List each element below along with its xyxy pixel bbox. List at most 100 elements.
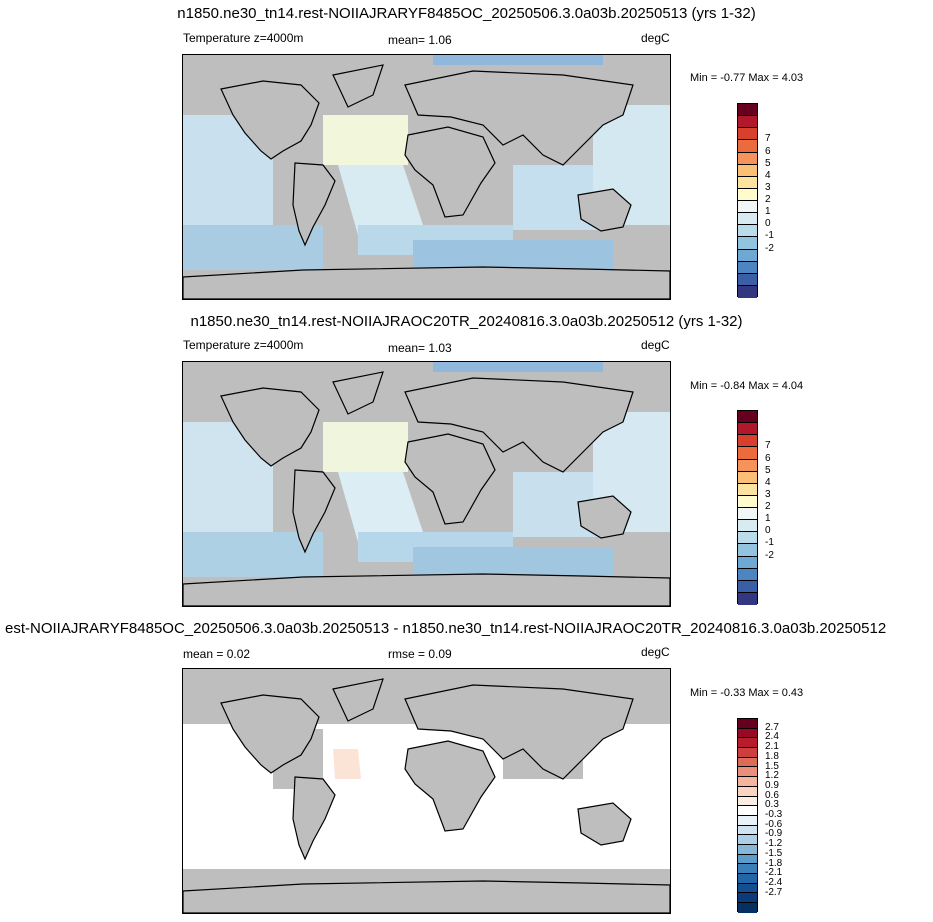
- panel-3-title: est-NOIIAJRARYF8485OC_20250506.3.0a03b.2…: [5, 620, 887, 637]
- colorbar-segment: [738, 796, 757, 807]
- colorbar-tick-label: -1: [765, 537, 774, 549]
- panel-1-map-svg: [183, 55, 670, 299]
- colorbar-tick-label: 3: [765, 488, 771, 500]
- colorbar-segment: [738, 447, 757, 460]
- colorbar-tick-label: 6: [765, 145, 771, 157]
- colorbar-segment: [738, 411, 757, 424]
- colorbar-tick-label: 4: [765, 169, 771, 181]
- colorbar-tick-label: 0.6: [765, 789, 779, 801]
- colorbar-segment: [738, 883, 757, 894]
- colorbar-tick-label: 0.9: [765, 779, 779, 791]
- colorbar-segment: [738, 285, 757, 298]
- colorbar-tick-label: 0.3: [765, 799, 779, 811]
- colorbar-tick-label: 1: [765, 206, 771, 218]
- colorbar-segment: [738, 806, 757, 816]
- panel-3-map-svg: [183, 669, 670, 913]
- colorbar-segment: [738, 435, 757, 448]
- colorbar-segment: [738, 249, 757, 262]
- colorbar-segment: [738, 508, 757, 521]
- colorbar-segment: [738, 520, 757, 533]
- colorbar-segment: [738, 471, 757, 484]
- colorbar-segment: [738, 719, 757, 729]
- panel-1-minmax: Min = -0.77 Max = 4.03: [690, 72, 804, 84]
- colorbar-segment: [738, 176, 757, 189]
- colorbar-tick-label: 7: [765, 133, 771, 145]
- panel-1-colorbar: [737, 103, 758, 298]
- panel-2-mean-label: mean= 1.03: [388, 341, 452, 355]
- colorbar-tick-label: -2.1: [765, 867, 783, 879]
- colorbar-tick-label: 2.7: [765, 721, 779, 733]
- colorbar-segment: [738, 104, 757, 117]
- panel-3-units-label: degC: [641, 645, 670, 659]
- colorbar-tick-label: -2: [765, 549, 774, 561]
- colorbar-tick-label: -1.8: [765, 857, 783, 869]
- panel-2-title: n1850.ne30_tn14.rest-NOIIAJRAOC20TR_2024…: [190, 313, 743, 330]
- colorbar-segment: [738, 767, 757, 778]
- colorbar-tick-label: 5: [765, 464, 771, 476]
- colorbar-segment: [738, 140, 757, 153]
- colorbar-segment: [738, 738, 757, 749]
- colorbar-segment: [738, 495, 757, 508]
- colorbar-tick-label: -1.5: [765, 847, 783, 859]
- panel-2-minmax: Min = -0.84 Max = 4.04: [690, 380, 804, 392]
- colorbar-tick-label: 7: [765, 440, 771, 452]
- panel-2-map: [182, 361, 671, 607]
- panel-1-title: n1850.ne30_tn14.rest-NOIIAJRARYF8485OC_2…: [177, 5, 756, 22]
- colorbar-tick-label: 3: [765, 181, 771, 193]
- colorbar-tick-label: 6: [765, 452, 771, 464]
- colorbar-segment: [738, 815, 757, 826]
- colorbar-tick-label: -2.7: [765, 886, 783, 898]
- colorbar-segment: [738, 128, 757, 141]
- colorbar-tick-label: -2.4: [765, 876, 783, 888]
- panel-3-rmse-label: rmse = 0.09: [388, 647, 452, 661]
- colorbar-segment: [738, 786, 757, 797]
- colorbar-segment: [738, 152, 757, 165]
- colorbar-segment: [738, 903, 757, 913]
- colorbar-segment: [738, 201, 757, 214]
- panel-3-colorbar: [737, 718, 758, 913]
- colorbar-tick-label: 5: [765, 157, 771, 169]
- colorbar-segment: [738, 164, 757, 177]
- colorbar-segment: [738, 844, 757, 855]
- colorbar-segment: [738, 544, 757, 557]
- colorbar-tick-label: -1: [765, 230, 774, 242]
- colorbar-segment: [738, 580, 757, 593]
- colorbar-segment: [738, 864, 757, 874]
- colorbar-tick-label: -0.9: [765, 828, 783, 840]
- colorbar-segment: [738, 592, 757, 605]
- colorbar-segment: [738, 825, 757, 836]
- colorbar-tick-label: 0: [765, 525, 771, 537]
- colorbar-segment: [738, 225, 757, 238]
- colorbar-segment: [738, 748, 757, 758]
- panel-3-minmax: Min = -0.33 Max = 0.43: [690, 687, 804, 699]
- colorbar-segment: [738, 532, 757, 545]
- colorbar-segment: [738, 893, 757, 904]
- panel-2-variable-label: Temperature z=4000m: [183, 338, 304, 352]
- panel-1-variable-label: Temperature z=4000m: [183, 31, 304, 45]
- panel-1-mean-label: mean= 1.06: [388, 33, 452, 47]
- colorbar-tick-label: 1.8: [765, 750, 779, 762]
- colorbar-segment: [738, 556, 757, 569]
- colorbar-segment: [738, 568, 757, 581]
- panel-3-map: [182, 668, 671, 914]
- colorbar-tick-label: 1: [765, 513, 771, 525]
- colorbar-segment: [738, 483, 757, 496]
- colorbar-tick-label: -1.2: [765, 838, 783, 850]
- colorbar-segment: [738, 423, 757, 436]
- colorbar-tick-label: 0: [765, 218, 771, 230]
- colorbar-tick-label: 2: [765, 501, 771, 512]
- colorbar-segment: [738, 728, 757, 739]
- colorbar-tick-label: 2.4: [765, 731, 779, 743]
- colorbar-tick-label: 1.5: [765, 760, 779, 772]
- panel-2-units-label: degC: [641, 338, 670, 352]
- colorbar-segment: [738, 835, 757, 845]
- panel-1-units-label: degC: [641, 31, 670, 45]
- colorbar-segment: [738, 854, 757, 865]
- colorbar-tick-label: -0.3: [765, 809, 783, 820]
- colorbar-tick-label: 1.2: [765, 770, 779, 782]
- panel-2-colorbar: [737, 410, 758, 605]
- panel-3-mean-label: mean = 0.02: [183, 647, 251, 661]
- colorbar-segment: [738, 188, 757, 201]
- colorbar-segment: [738, 261, 757, 274]
- colorbar-segment: [738, 116, 757, 129]
